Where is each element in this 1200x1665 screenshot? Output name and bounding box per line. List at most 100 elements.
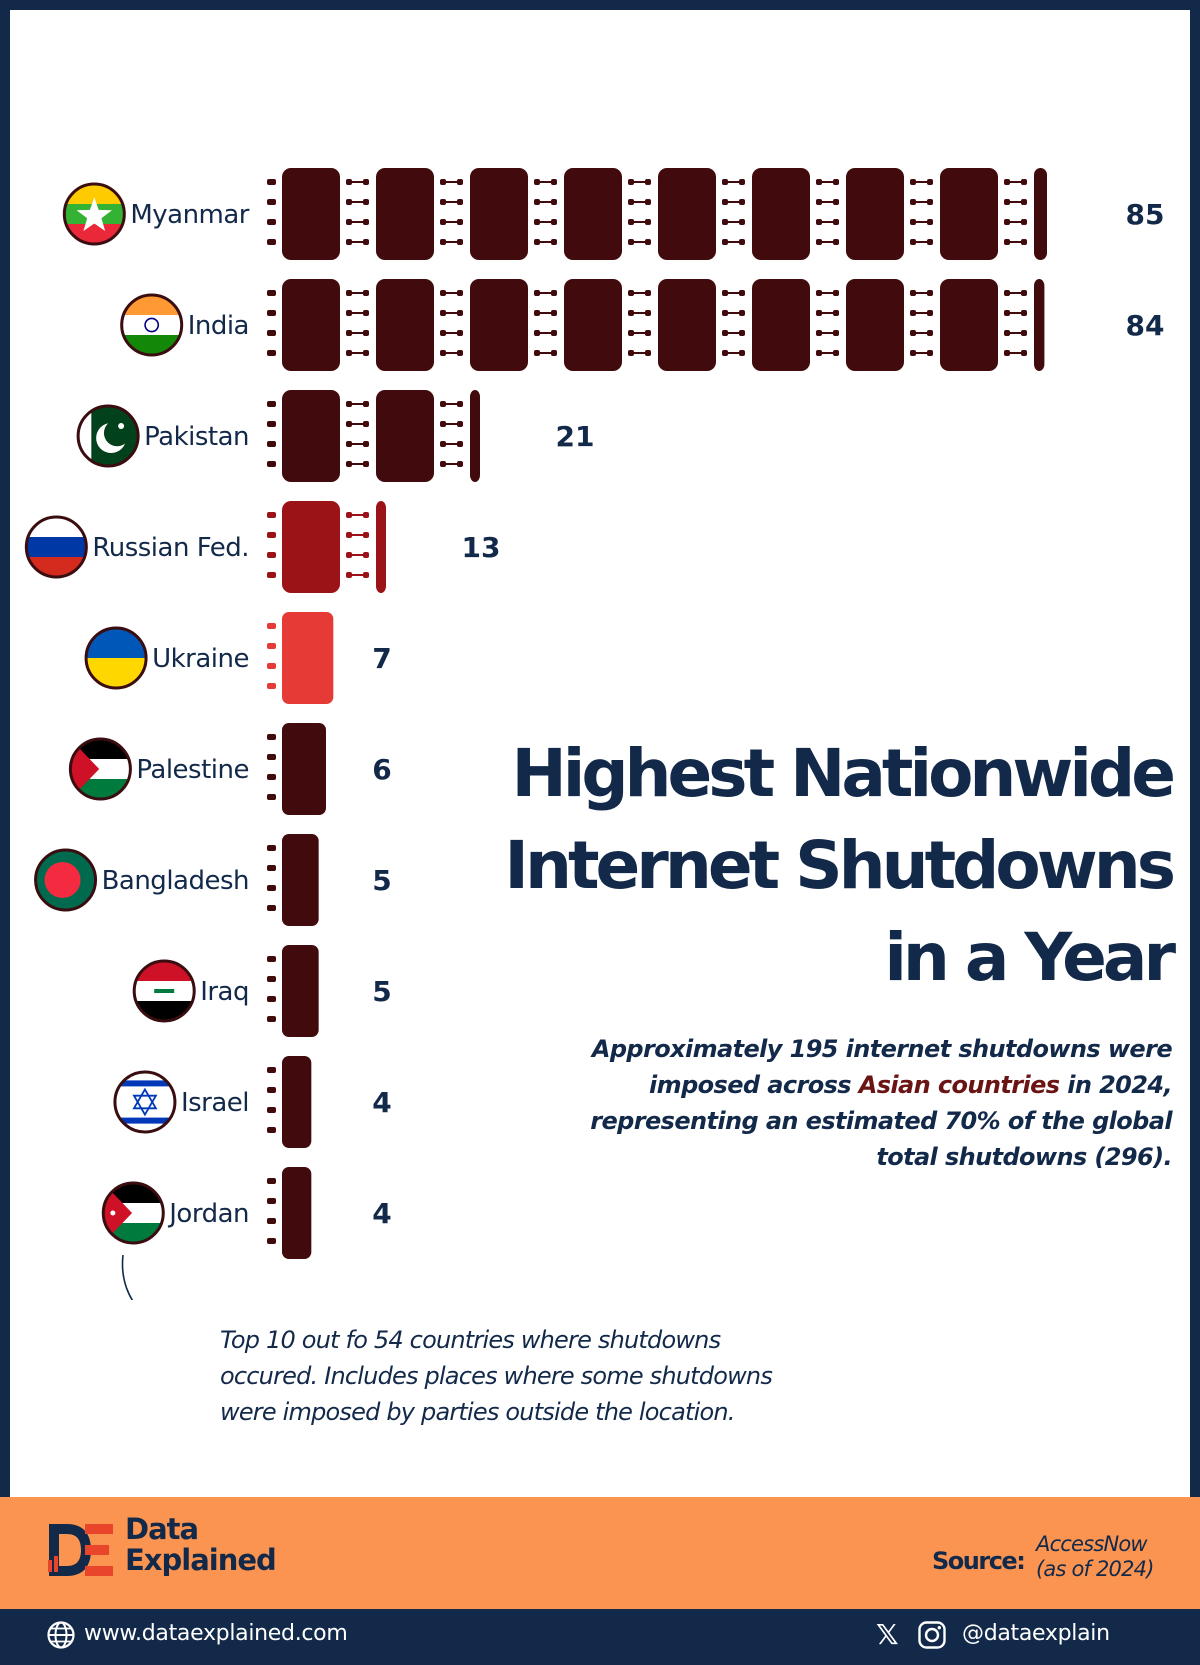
bar-segment <box>940 168 998 260</box>
bar-segment <box>282 945 319 1037</box>
chip-pin <box>363 239 369 245</box>
chip-pin <box>816 290 822 296</box>
chip-pin <box>645 179 651 185</box>
category-label: Pakistan <box>144 422 249 452</box>
chip-pin <box>267 1127 276 1133</box>
chip-pin <box>267 532 276 538</box>
globe-icon <box>47 1621 75 1649</box>
chip-pin <box>551 239 557 245</box>
chip-pin <box>534 310 540 316</box>
value-label: 7 <box>372 642 391 675</box>
chip-wire <box>1008 352 1023 354</box>
chip-pin <box>457 461 463 467</box>
chip-wire <box>350 181 365 183</box>
chip-pin <box>363 572 369 578</box>
source-value-line: AccessNow <box>1036 1532 1148 1556</box>
chip-wire <box>444 221 459 223</box>
chip-wire <box>444 352 459 354</box>
value-label: 5 <box>372 864 391 897</box>
value-label: 4 <box>372 1086 391 1119</box>
chip-pin <box>346 552 352 558</box>
chip-pin <box>346 512 352 518</box>
chip-pin <box>346 239 352 245</box>
chip-pin <box>267 1178 276 1184</box>
chip-pin <box>551 219 557 225</box>
chip-pin <box>1021 290 1027 296</box>
chip-pin <box>927 310 933 316</box>
chip-pin <box>645 290 651 296</box>
bar-segment <box>376 390 434 482</box>
chip-wire <box>726 221 741 223</box>
chip-pin <box>346 290 352 296</box>
chip-pin <box>267 845 276 851</box>
chip-wire <box>538 181 553 183</box>
chip-wire <box>350 403 365 405</box>
chip-pin <box>267 1067 276 1073</box>
chip-pin <box>440 199 446 205</box>
brand-name-line: Data <box>125 1512 199 1546</box>
chip-pin <box>833 350 839 356</box>
chip-pin <box>457 290 463 296</box>
chip-pin <box>816 179 822 185</box>
chip-pin <box>816 219 822 225</box>
chip-wire <box>632 352 647 354</box>
chip-pin <box>722 239 728 245</box>
chip-pin <box>628 219 634 225</box>
chip-pin <box>739 239 745 245</box>
chip-pin <box>1004 179 1010 185</box>
chip-pin <box>628 330 634 336</box>
social-handle-link[interactable]: @dataexplain <box>962 1621 1110 1646</box>
chip-pin <box>910 239 916 245</box>
bar-segment <box>752 168 810 260</box>
chip-pin <box>551 330 557 336</box>
chip-wire <box>538 292 553 294</box>
chip-pin <box>267 1016 276 1022</box>
x-icon[interactable]: 𝕏 <box>876 1618 899 1651</box>
footnote: Top 10 out fo 54 countries where shutdow… <box>220 1322 860 1430</box>
chip-wire <box>1008 312 1023 314</box>
chip-wire <box>914 292 929 294</box>
chip-pin <box>927 330 933 336</box>
source-label: Source: <box>932 1547 1026 1575</box>
chip-wire <box>444 312 459 314</box>
chip-pin <box>267 794 276 800</box>
chip-pin <box>267 885 276 891</box>
subtitle-line: total shutdowns (296). <box>876 1143 1172 1171</box>
chip-wire <box>444 423 459 425</box>
chip-wire <box>1008 292 1023 294</box>
chip-pin <box>267 774 276 780</box>
chip-wire <box>444 292 459 294</box>
chip-pin <box>267 956 276 962</box>
instagram-icon[interactable] <box>917 1620 947 1650</box>
brand-name: Data Explained <box>125 1512 277 1576</box>
chip-pin <box>457 350 463 356</box>
bar-segment <box>282 168 340 260</box>
chip-pin <box>457 219 463 225</box>
chip-pin <box>833 310 839 316</box>
chip-pin <box>346 532 352 538</box>
chip-pin <box>1021 179 1027 185</box>
bar-segment <box>470 390 480 482</box>
chip-pin <box>346 572 352 578</box>
chip-wire <box>914 352 929 354</box>
chip-wire <box>350 201 365 203</box>
title-line: Internet Shutdowns <box>504 827 1176 904</box>
chip-pin <box>645 199 651 205</box>
chip-pin <box>910 179 916 185</box>
chip-wire <box>820 221 835 223</box>
bar-segment <box>846 279 904 371</box>
chip-pin <box>457 199 463 205</box>
chip-wire <box>820 241 835 243</box>
value-label: 6 <box>372 753 391 786</box>
chip-wire <box>1008 201 1023 203</box>
chip-pin <box>457 401 463 407</box>
website-link[interactable]: www.dataexplained.com <box>84 1621 348 1646</box>
chip-pin <box>645 330 651 336</box>
chip-pin <box>1021 239 1027 245</box>
chip-pin <box>816 239 822 245</box>
chip-pin <box>1004 330 1010 336</box>
chip-pin <box>440 461 446 467</box>
chip-pin <box>645 239 651 245</box>
bar-segment <box>376 168 434 260</box>
bar-segment <box>752 279 810 371</box>
